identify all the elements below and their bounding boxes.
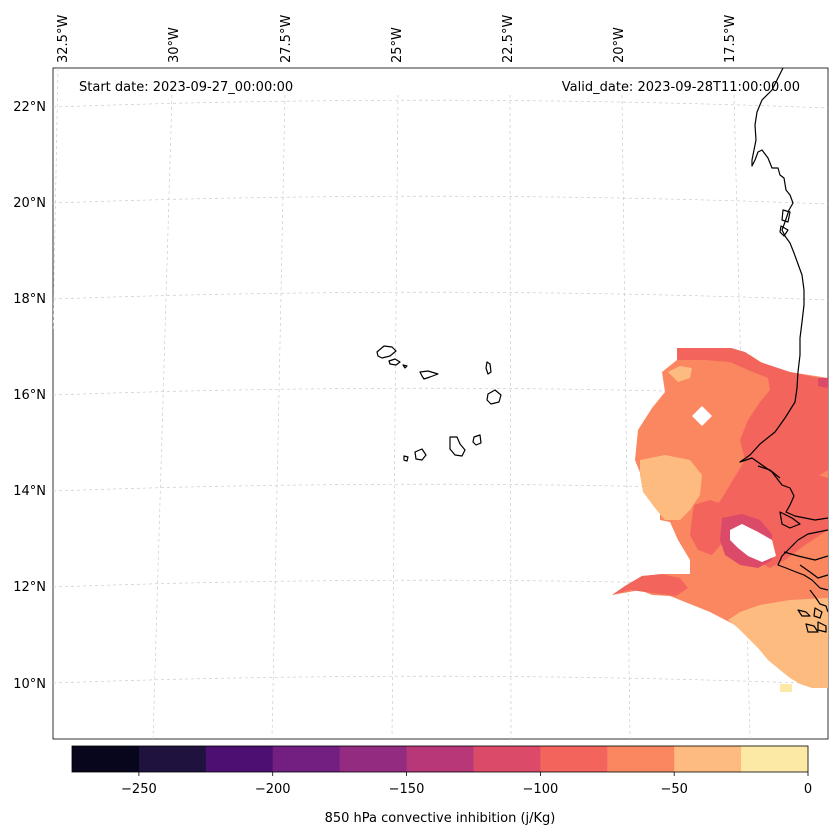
colorbar-ticks xyxy=(138,772,809,776)
colorbar: −250 −200 −150 −100 −50 0 850 hPa convec… xyxy=(71,745,812,826)
field-light-lower xyxy=(728,598,828,688)
coastline-bijagos-2 xyxy=(813,607,823,619)
field-light-north xyxy=(668,366,692,382)
parallel-14n xyxy=(53,483,828,493)
colorbar-tick-label: −150 xyxy=(389,782,425,797)
field-light-west xyxy=(640,455,702,520)
coastlines xyxy=(739,68,828,633)
lat-label: 14°N xyxy=(13,484,46,499)
parallel-22n xyxy=(53,99,828,109)
parallel-16n xyxy=(53,387,828,397)
longitude-labels: 32.5°W 30°W 27.5°W 25°W 22.5°W 20°W 17.5… xyxy=(56,15,738,63)
lat-label: 20°N xyxy=(13,196,46,211)
colorbar-segment xyxy=(72,746,140,772)
lon-label: 30°W xyxy=(167,27,182,63)
parallel-10n xyxy=(53,675,828,685)
field-hole-north xyxy=(692,406,712,426)
lat-label: 18°N xyxy=(13,292,46,307)
colorbar-segment xyxy=(339,746,408,772)
graticule xyxy=(53,68,828,739)
valid-date-text: Valid_date: 2023-09-28T11:00:00.00 xyxy=(562,80,800,95)
lon-label: 25°W xyxy=(390,27,405,63)
colorbar-label: 850 hPa convective inhibition (j/Kg) xyxy=(325,811,556,826)
meridian-32-5w xyxy=(53,68,59,331)
colorbar-tick-label: −50 xyxy=(660,782,687,797)
colorbar-outline xyxy=(71,745,809,773)
field-darkest-edge xyxy=(818,378,828,388)
colorbar-segment xyxy=(473,746,541,772)
island-santiago xyxy=(449,436,466,457)
coastline-gulf-bay xyxy=(757,465,781,479)
coastline-islands-west-sahara xyxy=(781,209,791,223)
colorbar-segment xyxy=(205,746,274,772)
island-boa-vista xyxy=(486,389,502,405)
colorbar-tick-label: −200 xyxy=(255,782,291,797)
lon-label: 27.5°W xyxy=(279,15,294,63)
colorbar-segment xyxy=(741,746,809,772)
meridian-30w xyxy=(152,94,173,739)
start-date-text: Start date: 2023-09-27_00:00:00 xyxy=(79,80,293,95)
parallel-12n xyxy=(53,579,828,589)
lat-label: 10°N xyxy=(13,677,46,692)
coastline-africa xyxy=(739,68,828,521)
coastline-bijagos-4 xyxy=(817,621,827,633)
meridian-20w xyxy=(621,94,631,739)
cape-verde-islands xyxy=(376,345,502,462)
lat-label: 22°N xyxy=(13,100,46,115)
island-sao-vicente xyxy=(388,358,401,366)
coastline-bijagos-1 xyxy=(797,609,811,617)
coastline-bijagos-3 xyxy=(805,623,819,633)
meridian-22-5w xyxy=(509,94,512,739)
field-lightest-spot xyxy=(780,684,792,692)
coastline-west-africa-south xyxy=(777,529,828,591)
colorbar-segments xyxy=(72,746,809,772)
island-maio xyxy=(472,434,482,446)
meridian-27-5w xyxy=(271,94,286,739)
island-fogo xyxy=(414,448,427,461)
lat-label: 12°N xyxy=(13,580,46,595)
coastline-guinea xyxy=(809,589,828,613)
island-brava xyxy=(403,455,409,462)
latitude-labels: 22°N 20°N 18°N 16°N 14°N 12°N 10°N xyxy=(13,100,46,692)
meridian-25w xyxy=(391,94,399,739)
colorbar-segment xyxy=(674,746,742,772)
parallel-18n xyxy=(53,291,828,301)
colorbar-segment xyxy=(138,746,207,772)
colorbar-tick-label: −100 xyxy=(523,782,559,797)
lat-label: 16°N xyxy=(13,388,46,403)
colorbar-segment xyxy=(607,746,675,772)
coastline-estuary-a xyxy=(779,511,801,529)
field-hole-south xyxy=(730,524,776,562)
colorbar-segment xyxy=(406,746,474,772)
colorbar-tick-label: 0 xyxy=(804,782,812,797)
field-red-southwest xyxy=(612,574,688,596)
island-sal xyxy=(485,361,492,375)
lon-label: 22.5°W xyxy=(501,15,516,63)
coastline-estuary-c xyxy=(799,564,828,579)
parallel-20n xyxy=(53,195,828,205)
island-santa-luzia xyxy=(402,364,408,369)
lon-label: 17.5°W xyxy=(723,15,738,63)
coastline-islands-west-sahara-2 xyxy=(779,225,789,237)
colorbar-segment xyxy=(540,746,608,772)
island-sao-nicolau xyxy=(419,370,439,380)
lon-label: 20°W xyxy=(612,27,627,63)
colorbar-segment xyxy=(272,746,341,772)
field-red-west xyxy=(690,500,730,555)
field-red-north xyxy=(677,348,828,480)
colorbar-tick-label: −250 xyxy=(121,782,157,797)
island-santo-antao xyxy=(376,345,397,359)
lon-label: 32.5°W xyxy=(56,15,71,63)
coastline-estuary-b xyxy=(783,551,828,561)
